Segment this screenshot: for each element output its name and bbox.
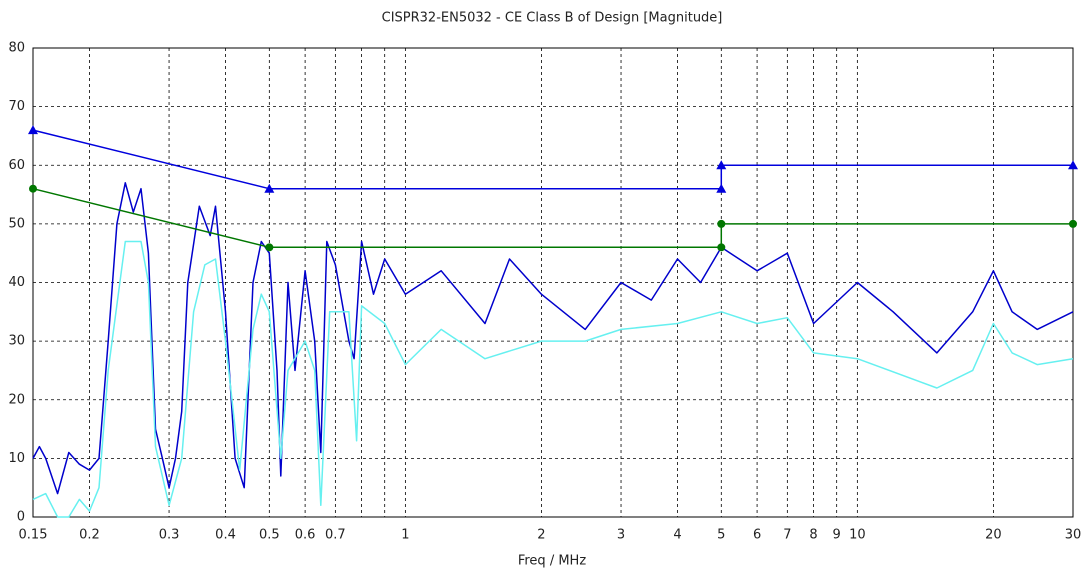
x-tick-label: 4 bbox=[673, 528, 681, 543]
x-tick-label: 6 bbox=[753, 528, 761, 543]
data-line bbox=[32, 240, 1074, 518]
marker bbox=[29, 184, 37, 193]
marker bbox=[716, 160, 727, 170]
x-tick-label: 0.6 bbox=[295, 528, 316, 543]
marker bbox=[28, 125, 38, 135]
y-tick-label: 80 bbox=[8, 41, 25, 56]
x-axis-label: Freq / MHz bbox=[518, 554, 586, 569]
marker bbox=[716, 183, 727, 193]
x-tick-label: 7 bbox=[783, 528, 791, 543]
x-tick-label: 0.5 bbox=[259, 528, 280, 543]
y-tick-label: 40 bbox=[8, 275, 25, 290]
x-tick-label: 3 bbox=[617, 528, 625, 543]
x-tick-label: 0.3 bbox=[159, 528, 180, 543]
y-tick-label: 50 bbox=[8, 216, 25, 231]
x-tick-label: 8 bbox=[809, 528, 817, 543]
marker bbox=[1068, 160, 1078, 170]
marker bbox=[265, 243, 274, 252]
x-tick-label: 0.4 bbox=[215, 528, 236, 543]
y-tick-label: 70 bbox=[8, 99, 25, 114]
marker bbox=[264, 183, 275, 193]
y-tick-label: 10 bbox=[8, 451, 25, 466]
data-line bbox=[32, 182, 1074, 495]
x-tick-label: 9 bbox=[833, 528, 841, 543]
x-tick-label: 2 bbox=[537, 528, 545, 543]
marker bbox=[717, 219, 726, 228]
y-tick-label: 30 bbox=[8, 334, 25, 349]
x-tick-label: 0.15 bbox=[19, 528, 48, 543]
y-tick-label: 60 bbox=[8, 158, 25, 173]
y-tick-label: 20 bbox=[8, 392, 25, 407]
x-tick-label: 30 bbox=[1065, 528, 1082, 543]
x-tick-label: 0.7 bbox=[325, 528, 346, 543]
marker bbox=[717, 243, 726, 252]
x-tick-label: 10 bbox=[849, 528, 866, 543]
y-tick-label: 0 bbox=[17, 510, 25, 525]
chart-title: CISPR32-EN5032 - CE Class B of Design [M… bbox=[382, 11, 723, 26]
x-tick-label: 5 bbox=[717, 528, 725, 543]
x-tick-label: 20 bbox=[985, 528, 1002, 543]
marker bbox=[1069, 219, 1077, 228]
x-tick-label: 0.2 bbox=[79, 528, 100, 543]
x-tick-label: 1 bbox=[401, 528, 409, 543]
